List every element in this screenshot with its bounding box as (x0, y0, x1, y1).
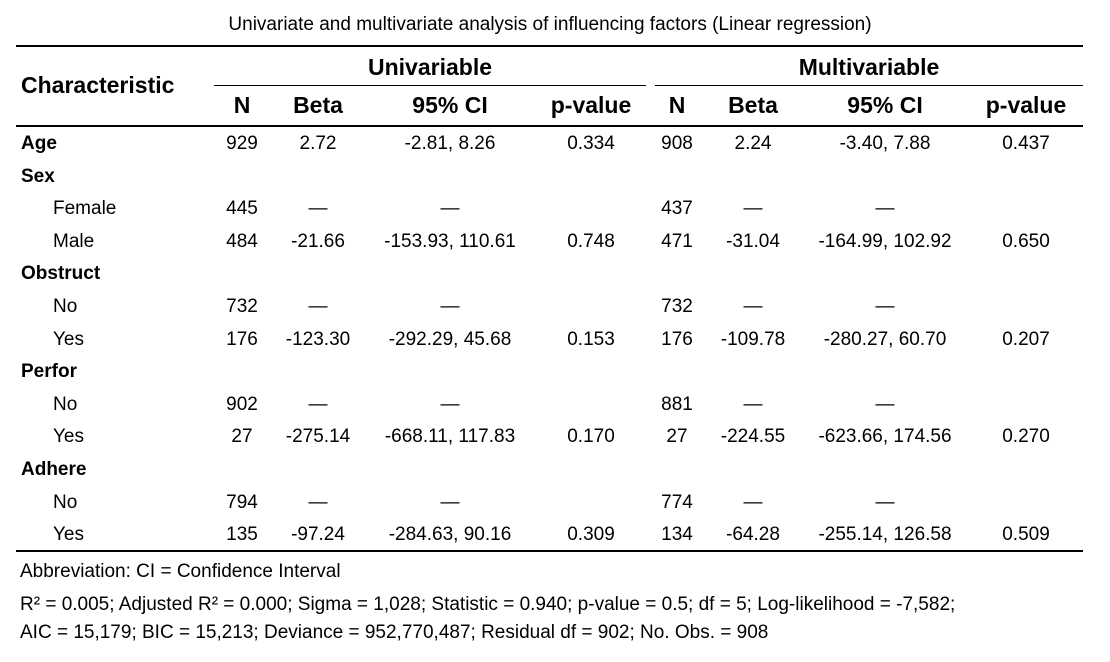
cell-uni-n: 445 (226, 198, 258, 219)
row-label: No (53, 492, 78, 513)
cell-multi-n: 774 (661, 492, 693, 513)
cell-uni-ci: — (440, 198, 460, 219)
row-label: Female (53, 198, 117, 219)
model-stats-line-1: R² = 0.005; Adjusted R² = 0.000; Sigma =… (20, 594, 956, 615)
cell-uni-ci: — (440, 296, 460, 317)
cell-multi-p-value: 0.509 (1002, 524, 1050, 545)
column-header-multi-ci: 95% CI (847, 92, 923, 118)
model-stats-line-2: AIC = 15,179; BIC = 15,213; Deviance = 9… (20, 622, 769, 643)
header-characteristic: Characteristic (21, 72, 175, 98)
cell-uni-ci: -153.93, 110.61 (384, 231, 516, 252)
univariable-span-rule (214, 85, 646, 86)
cell-uni-n: 135 (226, 524, 258, 545)
table-title: Univariate and multivariate analysis of … (228, 14, 872, 35)
cell-uni-beta: -275.14 (285, 426, 351, 447)
row-label: No (53, 394, 78, 415)
header-univariable: Univariable (368, 54, 492, 80)
row-label: Age (21, 133, 57, 154)
cell-multi-beta: -31.04 (726, 231, 780, 252)
cell-multi-p-value: 0.437 (1002, 133, 1050, 154)
cell-uni-beta: — (308, 492, 328, 513)
row-label: Yes (53, 329, 84, 350)
row-label: Yes (53, 524, 84, 545)
cell-uni-p-value: 0.153 (567, 329, 615, 350)
column-header-uni-beta: Beta (293, 92, 343, 118)
cell-multi-n: 176 (661, 329, 693, 350)
cell-uni-n: 929 (226, 133, 258, 154)
cell-multi-beta: — (743, 296, 763, 317)
cell-uni-ci: -668.11, 117.83 (384, 426, 516, 447)
cell-multi-ci: -255.14, 126.58 (818, 524, 952, 545)
cell-multi-n: 881 (661, 394, 693, 415)
cell-uni-beta: -21.66 (291, 231, 345, 252)
cell-uni-beta: — (308, 394, 328, 415)
row-label: Obstruct (21, 263, 101, 284)
cell-uni-beta: — (308, 296, 328, 317)
cell-multi-beta: 2.24 (734, 133, 772, 154)
cell-uni-n: 27 (231, 426, 253, 447)
cell-multi-ci: — (875, 296, 895, 317)
cell-multi-p-value: 0.650 (1002, 231, 1050, 252)
cell-multi-n: 908 (661, 133, 693, 154)
cell-multi-beta: -109.78 (720, 329, 786, 350)
cell-uni-p-value: 0.334 (567, 133, 615, 154)
cell-multi-n: 27 (666, 426, 688, 447)
top-rule (16, 45, 1083, 47)
cell-multi-ci: -280.27, 60.70 (823, 329, 947, 350)
cell-uni-n: 794 (226, 492, 258, 513)
cell-multi-p-value: 0.207 (1002, 329, 1050, 350)
cell-uni-ci: — (440, 492, 460, 513)
column-header-multi-n: N (668, 92, 686, 118)
row-label: No (53, 296, 78, 317)
cell-uni-n: 176 (226, 329, 258, 350)
header-bottom-rule (16, 125, 1083, 127)
cell-multi-ci: — (875, 394, 895, 415)
cell-multi-beta: — (743, 394, 763, 415)
cell-uni-ci: -2.81, 8.26 (404, 133, 496, 154)
cell-uni-ci: — (440, 394, 460, 415)
cell-multi-beta: -224.55 (720, 426, 786, 447)
cell-uni-p-value: 0.748 (567, 231, 615, 252)
header-multivariable: Multivariable (798, 54, 940, 80)
cell-multi-beta: — (743, 198, 763, 219)
cell-multi-p-value: 0.270 (1002, 426, 1050, 447)
row-label: Perfor (21, 361, 77, 382)
cell-uni-n: 902 (226, 394, 258, 415)
cell-uni-ci: -292.29, 45.68 (388, 329, 512, 350)
cell-uni-beta: 2.72 (299, 133, 337, 154)
cell-multi-n: 732 (661, 296, 693, 317)
cell-multi-ci: — (875, 198, 895, 219)
row-label: Sex (21, 166, 55, 187)
row-label: Male (53, 231, 95, 252)
cell-uni-beta: -97.24 (291, 524, 345, 545)
cell-multi-n: 471 (661, 231, 693, 252)
cell-uni-beta: -123.30 (285, 329, 351, 350)
row-label: Yes (53, 426, 84, 447)
column-header-uni-n: N (233, 92, 251, 118)
column-header-uni-p-value: p-value (550, 92, 632, 118)
cell-multi-beta: -64.28 (726, 524, 780, 545)
cell-uni-n: 484 (226, 231, 258, 252)
column-header-multi-beta: Beta (728, 92, 778, 118)
abbreviation-note: Abbreviation: CI = Confidence Interval (20, 561, 341, 582)
cell-multi-n: 134 (661, 524, 693, 545)
cell-multi-ci: -164.99, 102.92 (818, 231, 952, 252)
cell-multi-ci: — (875, 492, 895, 513)
cell-uni-beta: — (308, 198, 328, 219)
multivariable-span-rule (655, 85, 1083, 86)
cell-uni-p-value: 0.170 (567, 426, 615, 447)
cell-uni-p-value: 0.309 (567, 524, 615, 545)
column-header-multi-p-value: p-value (985, 92, 1067, 118)
cell-multi-ci: -3.40, 7.88 (839, 133, 931, 154)
cell-multi-ci: -623.66, 174.56 (818, 426, 952, 447)
bottom-rule (16, 550, 1083, 552)
cell-uni-ci: -284.63, 90.16 (388, 524, 512, 545)
row-label: Adhere (21, 459, 87, 480)
column-header-uni-ci: 95% CI (412, 92, 488, 118)
cell-multi-n: 437 (661, 198, 693, 219)
cell-uni-n: 732 (226, 296, 258, 317)
cell-multi-beta: — (743, 492, 763, 513)
